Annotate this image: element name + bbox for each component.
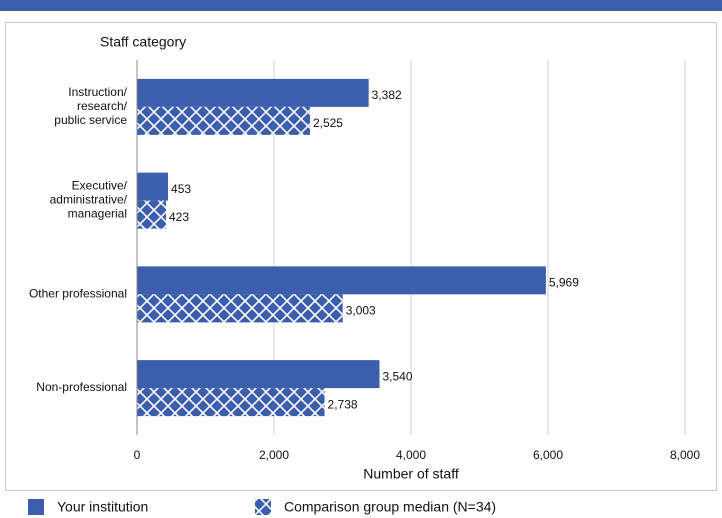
- y-tick-label-line: research/: [77, 99, 128, 113]
- y-tick-label-line: Instruction/: [68, 85, 127, 99]
- y-tick-label: Non-professional: [36, 380, 127, 394]
- value-label: 5,969: [549, 276, 579, 290]
- value-label: 2,525: [313, 116, 343, 130]
- y-tick-label-line: managerial: [68, 207, 127, 221]
- bar: [137, 266, 546, 295]
- legend-label: Comparison group median (N=34): [284, 499, 496, 515]
- y-tick-label-line: administrative/: [50, 193, 128, 207]
- bar: [137, 200, 166, 229]
- x-tick-label: 2,000: [259, 448, 289, 462]
- value-label: 453: [171, 182, 191, 196]
- legend-swatch: [28, 499, 44, 515]
- y-tick-label-line: Other professional: [29, 287, 127, 301]
- bar: [137, 388, 325, 417]
- value-label: 423: [169, 210, 189, 224]
- value-label: 3,003: [346, 304, 376, 318]
- bar: [137, 106, 310, 135]
- y-tick-label: Executive/administrative/managerial: [50, 179, 128, 221]
- top-band: [0, 0, 722, 11]
- bar: [137, 78, 369, 107]
- x-tick-label: 0: [134, 448, 141, 462]
- y-tick-label: Instruction/research/public service: [54, 85, 127, 127]
- x-tick-label: 8,000: [670, 448, 700, 462]
- x-tick-label: 4,000: [396, 448, 426, 462]
- value-label: 3,382: [372, 88, 402, 102]
- y-tick-label: Other professional: [29, 287, 127, 301]
- y-tick-label-line: Executive/: [72, 179, 128, 193]
- value-label: 2,738: [328, 397, 358, 411]
- y-tick-label-line: public service: [54, 113, 127, 127]
- x-tick-label: 6,000: [533, 448, 563, 462]
- y-tick-label-line: Non-professional: [36, 380, 127, 394]
- bar: [137, 360, 380, 389]
- y-axis-title: Staff category: [100, 34, 186, 50]
- value-label: 3,540: [382, 369, 412, 383]
- bar: [137, 172, 169, 201]
- legend-swatch: [255, 499, 271, 515]
- bar: [137, 294, 343, 323]
- legend-label: Your institution: [57, 499, 148, 515]
- x-axis-title: Number of staff: [363, 466, 459, 482]
